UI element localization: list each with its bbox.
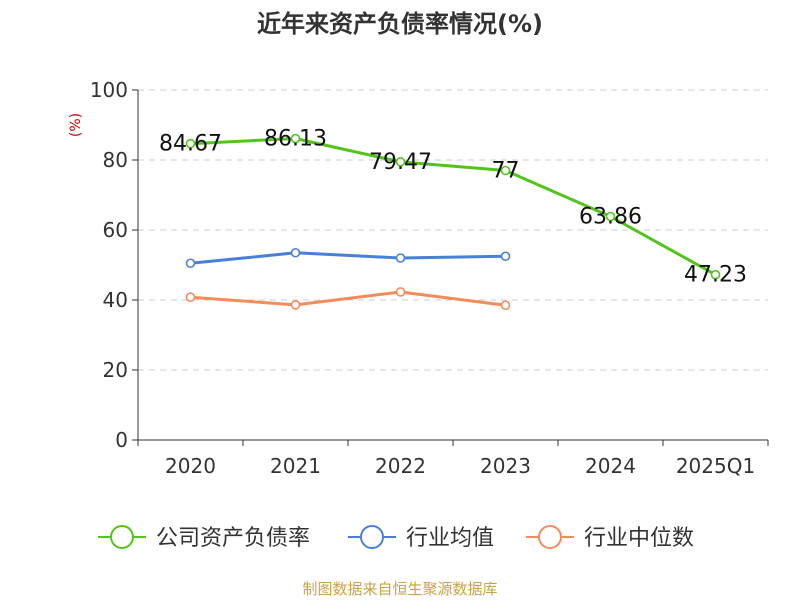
y-tick-label: 20 bbox=[103, 358, 128, 382]
legend: 公司资产负债率 行业均值 行业中位数 bbox=[98, 525, 694, 551]
y-tick-label: 100 bbox=[90, 78, 128, 102]
source-note: 制图数据来自恒生聚源数据库 bbox=[302, 580, 497, 598]
x-tick-label: 2024 bbox=[585, 454, 636, 478]
data-labels: 84.67 86.13 79.47 77 63.86 47.23 bbox=[159, 127, 747, 288]
chart-title: 近年来资产负债率情况(%) bbox=[257, 10, 543, 38]
data-point bbox=[290, 247, 301, 258]
legend-marker bbox=[110, 525, 134, 549]
y-tick-label: 40 bbox=[103, 288, 128, 312]
series-line-1 bbox=[190, 251, 506, 265]
data-point bbox=[290, 133, 301, 144]
y-tick-label: 0 bbox=[115, 428, 128, 452]
grid bbox=[138, 89, 768, 371]
data-point bbox=[395, 157, 406, 167]
data-point bbox=[185, 138, 196, 149]
y-tick-label: 60 bbox=[103, 218, 128, 242]
data-point bbox=[605, 211, 616, 222]
data-label: 63.86 bbox=[579, 204, 642, 229]
data-label: 77 bbox=[492, 159, 520, 184]
data-point bbox=[500, 251, 511, 262]
legend-label: 公司资产负债率 bbox=[156, 526, 310, 551]
series-lines bbox=[185, 133, 721, 311]
x-tick-label: 2020 bbox=[165, 454, 216, 478]
data-point bbox=[395, 287, 406, 297]
data-label: 84.67 bbox=[159, 132, 222, 157]
data-label: 79.47 bbox=[369, 150, 432, 175]
data-point bbox=[500, 165, 511, 176]
data-point bbox=[290, 300, 301, 310]
data-point bbox=[185, 258, 196, 269]
legend-marker bbox=[360, 525, 384, 549]
legend-marker bbox=[538, 525, 562, 549]
data-label: 47.23 bbox=[684, 263, 747, 288]
data-label: 86.13 bbox=[264, 127, 327, 152]
legend-label: 行业中位数 bbox=[584, 526, 694, 551]
data-point bbox=[710, 269, 721, 280]
data-point bbox=[395, 253, 406, 263]
legend-label: 行业均值 bbox=[406, 526, 494, 551]
x-tick-label: 2022 bbox=[375, 454, 426, 478]
data-point bbox=[500, 300, 511, 311]
data-point bbox=[185, 292, 196, 303]
y-axis-label: (%) bbox=[68, 113, 84, 137]
series-line-0 bbox=[190, 137, 717, 277]
x-tick-label: 2021 bbox=[270, 454, 321, 478]
x-tick-label: 2023 bbox=[480, 454, 531, 478]
x-tick-label: 2025Q1 bbox=[676, 454, 755, 478]
y-tick-label: 80 bbox=[103, 148, 128, 172]
series-line-2 bbox=[190, 290, 506, 307]
axes: 0 20 40 60 80 100 2020 2021 2022 2023 2024 2025Q1 bbox=[90, 78, 769, 478]
